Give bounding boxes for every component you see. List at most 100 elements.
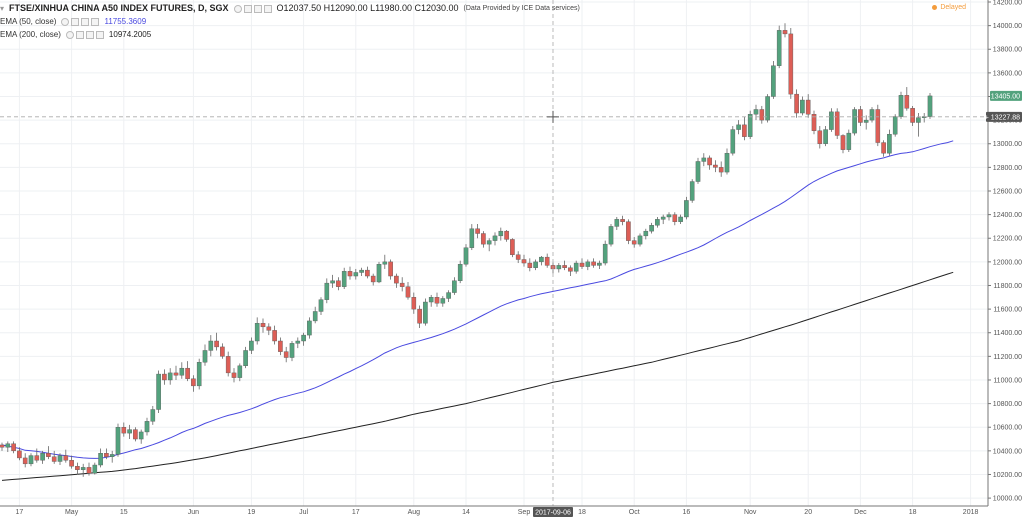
candle[interactable]	[614, 219, 620, 227]
candle[interactable]	[196, 362, 202, 387]
candle[interactable]	[904, 95, 910, 109]
candle[interactable]	[631, 240, 637, 245]
candle[interactable]	[80, 467, 86, 470]
more-icon[interactable]	[91, 17, 100, 26]
candle[interactable]	[504, 230, 509, 240]
settings-icon[interactable]	[71, 17, 80, 26]
candle[interactable]	[185, 367, 190, 379]
close-icon[interactable]	[253, 4, 262, 13]
candle[interactable]	[57, 455, 63, 462]
candle[interactable]	[684, 200, 689, 218]
candle[interactable]	[434, 297, 440, 304]
candle[interactable]	[643, 230, 649, 237]
candle[interactable]	[144, 421, 150, 433]
candle[interactable]	[846, 132, 852, 150]
candle[interactable]	[713, 164, 718, 168]
candle[interactable]	[834, 111, 840, 136]
candle[interactable]	[225, 356, 231, 374]
candle[interactable]	[521, 259, 527, 264]
candle[interactable]	[515, 254, 521, 260]
candle[interactable]	[527, 262, 533, 268]
candle[interactable]	[359, 269, 364, 273]
candle[interactable]	[417, 308, 422, 324]
candle[interactable]	[249, 340, 254, 351]
candle[interactable]	[771, 65, 776, 97]
candle[interactable]	[782, 30, 788, 35]
candle[interactable]	[620, 219, 625, 222]
candle[interactable]	[69, 460, 74, 467]
candle[interactable]	[295, 340, 301, 344]
candle[interactable]	[858, 109, 863, 123]
candle[interactable]	[666, 214, 672, 218]
candle[interactable]	[11, 443, 16, 452]
candle[interactable]	[40, 453, 45, 461]
candle[interactable]	[423, 301, 428, 324]
candle[interactable]	[237, 365, 243, 378]
candle[interactable]	[892, 116, 898, 135]
candle[interactable]	[759, 109, 765, 121]
more-icon[interactable]	[95, 30, 104, 39]
candle[interactable]	[533, 261, 538, 268]
candle[interactable]	[492, 235, 498, 241]
candle[interactable]	[655, 219, 660, 226]
candle[interactable]	[457, 264, 463, 281]
candle[interactable]	[463, 247, 469, 265]
candle[interactable]	[805, 99, 811, 115]
candle[interactable]	[788, 33, 794, 95]
candle[interactable]	[22, 457, 28, 465]
candle[interactable]	[341, 271, 347, 287]
candle[interactable]	[353, 272, 359, 277]
candle[interactable]	[747, 114, 753, 137]
candle[interactable]	[626, 221, 631, 241]
candle[interactable]	[730, 129, 736, 154]
candle[interactable]	[301, 334, 306, 342]
candle[interactable]	[689, 181, 695, 201]
candle[interactable]	[927, 95, 933, 117]
candle[interactable]	[498, 230, 504, 237]
candle[interactable]	[28, 455, 34, 465]
candle[interactable]	[446, 292, 451, 299]
candle[interactable]	[800, 99, 805, 114]
candle[interactable]	[191, 378, 196, 387]
candle[interactable]	[150, 409, 156, 422]
candle[interactable]	[115, 427, 121, 455]
candle[interactable]	[370, 275, 376, 283]
candle[interactable]	[910, 108, 915, 123]
candle[interactable]	[156, 373, 161, 410]
candle[interactable]	[399, 282, 405, 287]
close-icon[interactable]	[81, 17, 90, 26]
candle[interactable]	[86, 467, 92, 474]
candle[interactable]	[481, 233, 486, 245]
candle[interactable]	[243, 350, 248, 367]
candle[interactable]	[887, 134, 892, 154]
candle[interactable]	[591, 261, 596, 266]
settings-icon[interactable]	[243, 4, 252, 13]
candle[interactable]	[272, 330, 277, 342]
candle[interactable]	[121, 427, 127, 434]
candle[interactable]	[347, 271, 353, 277]
candle[interactable]	[707, 157, 712, 166]
candle[interactable]	[307, 320, 312, 336]
candle[interactable]	[202, 350, 208, 363]
candle[interactable]	[875, 109, 881, 143]
candle[interactable]	[469, 228, 475, 248]
candle[interactable]	[568, 267, 573, 272]
settings-icon[interactable]	[75, 30, 84, 39]
candle[interactable]	[811, 114, 817, 131]
candle[interactable]	[916, 117, 921, 123]
more-icon[interactable]	[263, 4, 272, 13]
candle[interactable]	[724, 152, 730, 173]
candle[interactable]	[817, 130, 823, 144]
candle[interactable]	[34, 455, 40, 461]
candle[interactable]	[283, 351, 289, 358]
candle[interactable]	[17, 450, 22, 459]
candle[interactable]	[736, 124, 741, 130]
candle[interactable]	[411, 297, 417, 310]
candle[interactable]	[863, 119, 869, 123]
candle[interactable]	[556, 265, 562, 270]
candle[interactable]	[138, 431, 144, 440]
eye-icon[interactable]	[65, 30, 74, 39]
candle[interactable]	[330, 280, 335, 284]
candle[interactable]	[869, 109, 875, 121]
